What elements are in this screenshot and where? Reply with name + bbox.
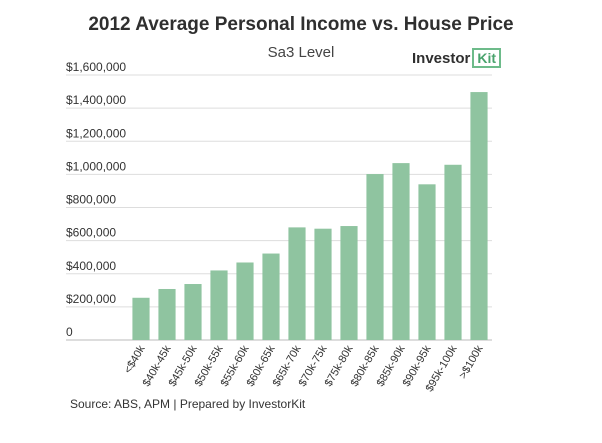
x-axis: <$40k$40k-45k$45k-50k$50k-55k$55k-60k$60…: [122, 343, 486, 394]
bars: [132, 92, 488, 341]
bar: [392, 163, 410, 340]
bar: [236, 262, 254, 340]
bar: [184, 284, 202, 340]
bar: [314, 228, 332, 340]
y-tick-label: $1,600,000: [66, 60, 126, 74]
y-tick-label: $1,000,000: [66, 159, 126, 173]
x-tick-label: >$100k: [457, 343, 486, 381]
bar: [470, 92, 488, 340]
logo-box-text: Kit: [472, 48, 502, 68]
y-tick-label: $800,000: [66, 193, 116, 207]
investorkit-logo: Investor Kit: [412, 47, 502, 69]
logo-text: Investor: [412, 49, 471, 67]
y-tick-label: 0: [66, 325, 73, 339]
bar: [210, 270, 228, 340]
bar: [158, 288, 176, 340]
chart-title: 2012 Average Personal Income vs. House P…: [88, 14, 514, 35]
source-note: Source: ABS, APM | Prepared by InvestorK…: [70, 397, 306, 411]
y-tick-label: $200,000: [66, 292, 116, 306]
bar: [262, 253, 280, 340]
bar: [132, 297, 150, 340]
y-tick-label: $1,400,000: [66, 93, 126, 107]
bar: [366, 174, 384, 340]
bar: [444, 164, 462, 340]
y-axis: 0 $200,000 $400,000 $600,000 $800,000 $1,000,…: [66, 60, 126, 339]
y-tick-label: $600,000: [66, 226, 116, 240]
bar: [418, 184, 436, 340]
y-tick-label: $1,200,000: [66, 126, 126, 140]
bar: [340, 226, 358, 340]
x-tick-label: <$40k: [122, 343, 148, 376]
chart-subtitle: Sa3 Level: [267, 44, 335, 61]
bar: [288, 227, 306, 341]
y-tick-label: $400,000: [66, 259, 116, 273]
